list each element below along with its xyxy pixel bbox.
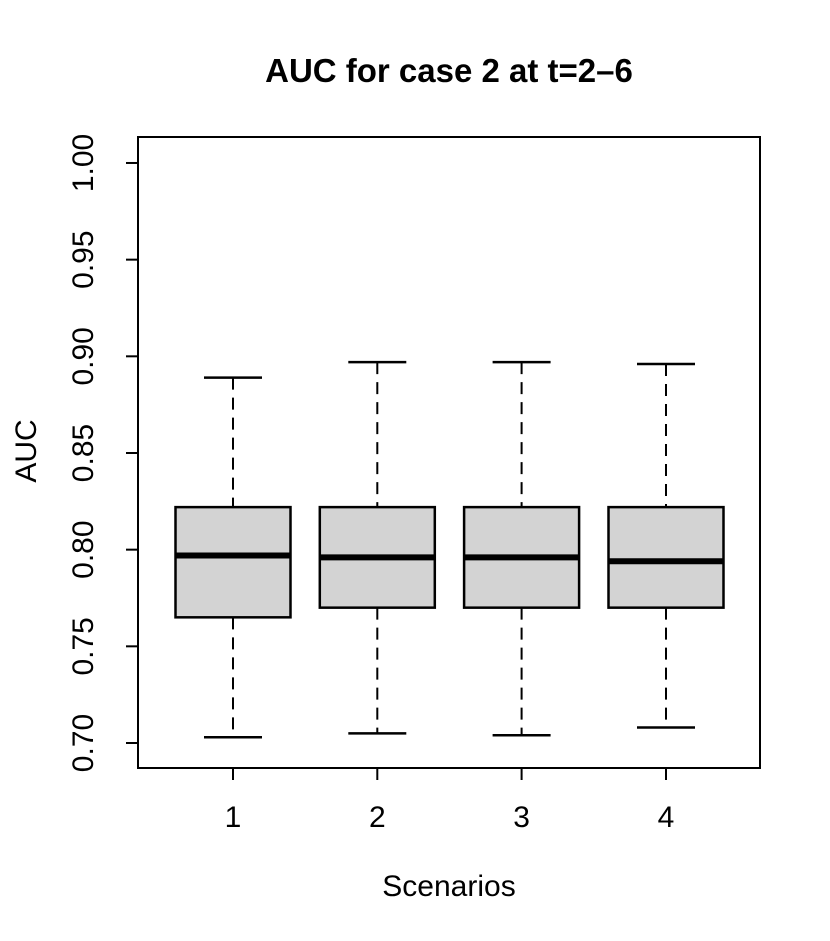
- y-tick-label: 1.00: [67, 134, 100, 192]
- x-tick-label: 1: [225, 801, 242, 834]
- y-tick-label: 0.90: [67, 327, 100, 385]
- iqr-box-4: [607, 505, 725, 609]
- y-tick-label: 0.70: [67, 714, 100, 772]
- y-tick-label: 0.80: [67, 520, 100, 578]
- x-tick-label: 2: [369, 801, 386, 834]
- y-tick-label: 0.75: [67, 617, 100, 675]
- iqr-box-1: [174, 505, 292, 619]
- chart-title: AUC for case 2 at t=2–6: [265, 52, 633, 89]
- y-tick-label: 0.95: [67, 230, 100, 288]
- x-axis-label: Scenarios: [382, 870, 516, 903]
- x-tick-label: 4: [658, 801, 675, 834]
- y-tick-label: 0.85: [67, 424, 100, 482]
- x-tick-label: 3: [513, 801, 530, 834]
